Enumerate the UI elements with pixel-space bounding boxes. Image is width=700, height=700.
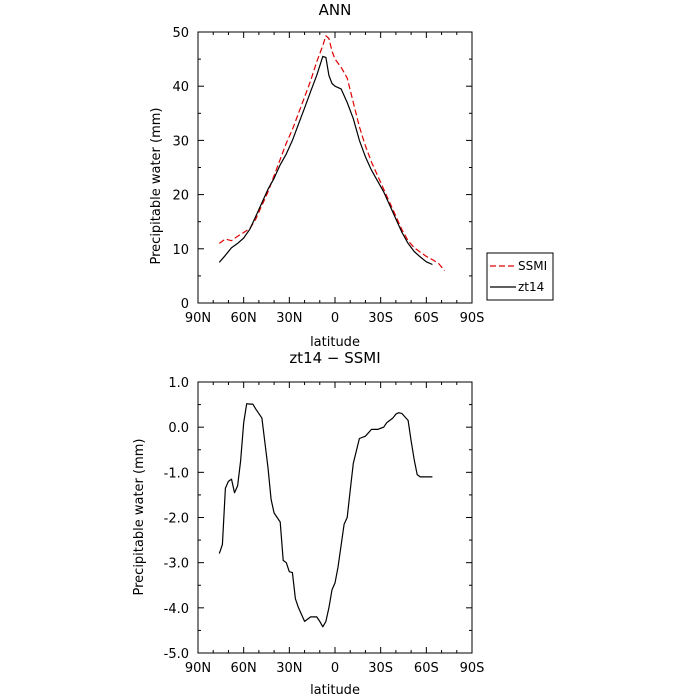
top-series-line-zt14 [218,55,433,266]
top-y-tick-label: 40 [172,80,189,95]
bottom-y-tick-label: -1.0 [164,466,189,481]
top-x-tick-label: 0 [331,311,339,326]
top-chart-ylabel: Precipitable water (mm) [149,108,164,265]
bottom-y-tick-label: 0.0 [168,421,189,436]
bottom-chart-panel: zt14 − SSMI Precipitable water (mm) lati… [132,349,484,698]
bottom-chart-xlabel: latitude [310,683,360,698]
bottom-chart-title: zt14 − SSMI [289,349,380,367]
top-x-tick-label: 90N [185,311,211,326]
bottom-y-tick-label: -2.0 [164,512,189,527]
top-y-tick-label: 20 [172,189,189,204]
top-chart-legend: SSMI zt14 [486,252,554,301]
legend-box [486,252,554,301]
top-series-line-ssmi [218,35,446,271]
bottom-y-tick-label: -5.0 [164,647,189,662]
bottom-x-tick-label: 30N [276,661,302,676]
bottom-y-tick-label: -3.0 [164,557,189,572]
bottom-x-tick-label: 90N [185,661,211,676]
bottom-x-tick-label: 90S [460,661,485,676]
legend-label-ssmi: SSMI [518,259,547,273]
bottom-y-tick-label: 1.0 [168,376,189,391]
top-x-tick-label: 90S [460,311,485,326]
top-x-tick-label: 60N [231,311,257,326]
bottom-x-tick-label: 60N [231,661,257,676]
bottom-y-tick-label: -4.0 [164,602,189,617]
top-chart-title: ANN [319,1,352,19]
top-chart-panel: ANN Precipitable water (mm) latitude SSM… [149,1,554,350]
top-y-tick-label: 10 [172,243,189,258]
bottom-x-tick-label: 30S [368,661,393,676]
top-y-tick-label: 50 [172,26,189,41]
top-x-tick-label: 30S [368,311,393,326]
bottom-x-tick-label: 60S [414,661,439,676]
bottom-x-tick-label: 0 [331,661,339,676]
top-x-tick-label: 30N [276,311,302,326]
bottom-series-line-series-0 [218,403,433,628]
top-chart-xlabel: latitude [310,335,360,350]
top-y-tick-label: 30 [172,134,189,149]
top-x-tick-label: 60S [414,311,439,326]
legend-label-zt14: zt14 [518,280,544,294]
top-y-tick-label: 0 [181,297,189,312]
bottom-chart-ylabel: Precipitable water (mm) [132,439,147,596]
